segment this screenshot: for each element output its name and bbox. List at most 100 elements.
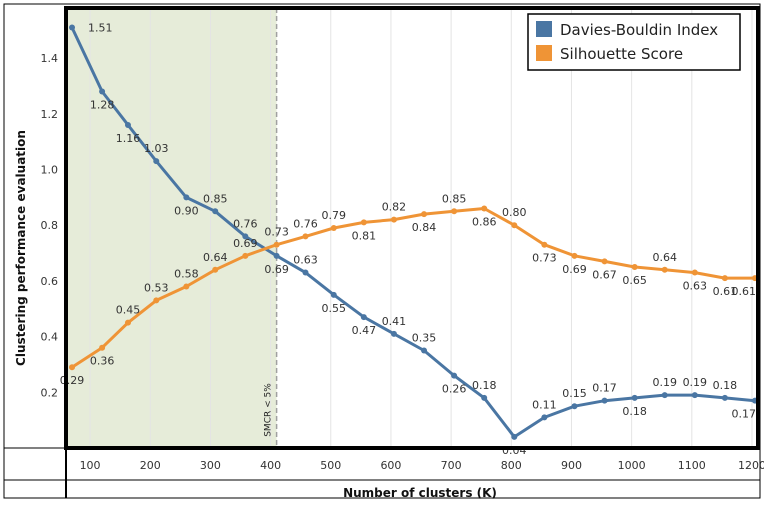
series-1-label-5: 0.64 [203,251,228,264]
series-layer [69,24,758,440]
series-0-point-10 [360,314,367,321]
series-0-point-3 [153,158,160,165]
shaded-region [66,8,277,448]
x-tick-label-200: 200 [140,459,161,472]
series-0-point-4 [183,194,190,201]
series-1-point-18 [601,258,608,265]
series-1-point-14 [481,205,488,212]
series-0-point-7 [273,252,280,259]
series-0-label-22: 0.18 [713,379,738,392]
x-tick-label-1100: 1100 [678,459,706,472]
series-1-label-7: 0.73 [264,226,289,239]
series-1-point-9 [330,225,337,231]
series-0-label-4: 0.90 [174,204,199,217]
series-0-point-11 [390,330,397,337]
series-0-label-15: 0.04 [502,444,527,457]
series-0-point-2 [124,121,131,128]
series-0-point-9 [330,291,337,298]
series-1-point-8 [302,233,309,240]
series-0-label-5: 0.85 [203,192,228,205]
legend-label-0: Davies-Bouldin Index [560,21,718,39]
series-1-point-19 [631,263,638,270]
frame-layer [3,3,761,499]
y-tick-label-0: 0.2 [41,386,59,399]
series-1-label-12: 0.84 [412,221,437,234]
series-1-point-20 [661,266,668,273]
series-0-label-16: 0.11 [532,398,557,411]
x-tick-label-1000: 1000 [618,459,646,472]
series-1-label-1: 0.36 [90,355,115,368]
series-1-point-15 [511,222,518,229]
series-0-label-9: 0.55 [322,302,347,315]
series-1-label-21: 0.63 [683,280,708,293]
series-1-point-0 [69,364,76,371]
series-0-label-8: 0.63 [293,254,318,267]
series-1-point-21 [691,269,698,276]
tick-layer: 100 200 300 400 500 600 700 800 900 1000 1100 1200 0… [41,52,764,472]
series-0-label-13: 0.26 [442,383,467,396]
series-0-point-22 [721,394,728,401]
series-1-label-16: 0.73 [532,252,557,265]
x-tick-label-400: 400 [260,459,281,472]
series-0-label-14: 0.18 [472,379,497,392]
x-axis-title: Number of clusters (K) [343,486,497,500]
series-0-point-19 [631,394,638,401]
series-1-label-6: 0.69 [233,237,258,250]
series-1-label-13: 0.85 [442,192,467,205]
x-tick-label-500: 500 [320,459,341,472]
y-tick-label-5: 1.2 [41,108,59,121]
series-1-label-2: 0.45 [116,304,141,317]
x-tick-label-900: 900 [561,459,582,472]
series-0-label-6: 0.76 [233,217,258,230]
series-1-label-8: 0.76 [293,217,318,230]
series-1-label-9: 0.79 [322,209,347,222]
threshold-layer: SMCR < 5% [264,8,278,448]
series-0-label-23: 0.17 [732,408,757,421]
series-1-label-4: 0.58 [174,267,199,280]
series-1-label-18: 0.67 [592,268,617,281]
y-tick-label-1: 0.4 [41,331,59,344]
series-0-point-8 [302,269,309,276]
series-0-point-1 [99,88,106,95]
series-0-point-15 [511,433,518,440]
series-1-point-22 [721,275,728,282]
y-axis-title: Clustering performance evaluation [14,130,28,366]
series-1-label-14: 0.86 [472,216,497,229]
series-1-label-10: 0.81 [352,229,377,242]
series-0-point-12 [421,347,428,354]
series-1-point-13 [451,208,458,215]
series-0-label-18: 0.17 [592,382,617,395]
series-1-label-17: 0.69 [562,263,587,276]
series-1-point-17 [571,252,578,259]
series-1-point-16 [541,241,548,248]
series-0-point-14 [481,394,488,401]
series-0-label-20: 0.19 [652,376,677,389]
y-tick-label-4: 1.0 [41,164,59,177]
legend-swatch-0 [536,21,552,37]
series-0-point-5 [212,208,219,215]
series-1-label-3: 0.53 [144,281,169,294]
y-tick-label-6: 1.4 [41,52,59,65]
legend: Davies-Bouldin Index Silhouette Score [527,13,741,71]
x-tick-label-600: 600 [380,459,401,472]
series-0-point-16 [541,414,548,421]
series-0-point-18 [601,397,608,404]
series-0-label-3: 1.03 [144,142,169,155]
series-1-point-3 [153,297,160,304]
series-1-label-23: 0.61 [732,285,757,298]
legend-swatch-1 [536,45,552,61]
x-tick-label-300: 300 [200,459,221,472]
series-0-label-7: 0.69 [264,263,289,276]
x-tick-label-100: 100 [80,459,101,472]
series-1-point-2 [124,319,131,326]
series-1-label-0: 0.29 [60,374,85,387]
series-0-point-6 [242,233,249,240]
extra-label-0: 0.18 [622,405,647,418]
shaded-region-layer [66,8,277,448]
series-0-label-11: 0.41 [382,315,407,328]
legend-label-1: Silhouette Score [560,45,683,63]
series-0-label-10: 0.47 [352,324,377,337]
y-tick-label-3: 0.8 [41,219,59,232]
series-1-label-11: 0.82 [382,201,407,214]
series-1-label-22: 0.61 [713,285,738,298]
